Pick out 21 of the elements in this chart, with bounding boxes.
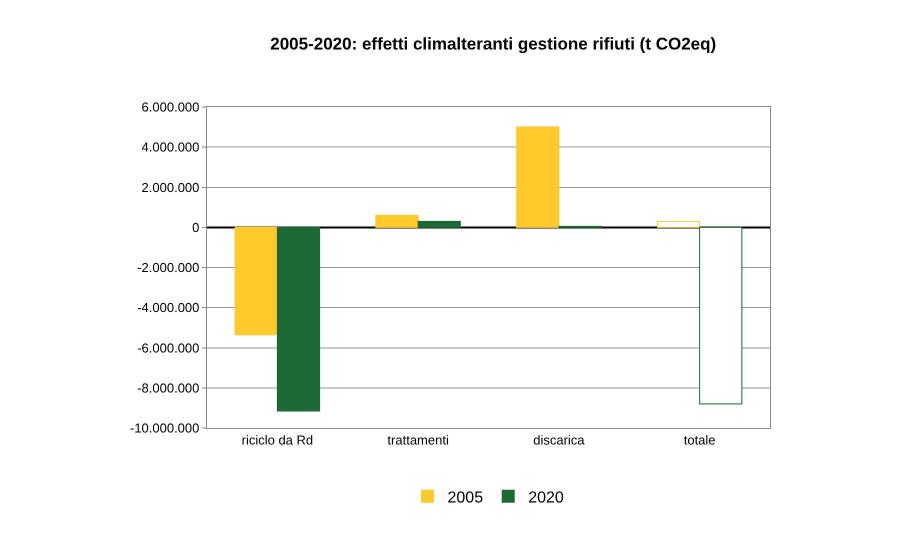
- y-tick-label: -4.000.000: [137, 300, 200, 316]
- bar: [375, 214, 419, 228]
- y-tick-label: 2.000.000: [142, 180, 200, 195]
- y-tick-label: -8.000.000: [137, 380, 200, 396]
- y-tick-label: 4.000.000: [142, 140, 200, 155]
- x-tick-label: totale: [684, 432, 716, 448]
- chart-title: 2005-2020: effetti climalteranti gestione rifiuti (t CO2eq): [270, 34, 716, 54]
- y-tick-label: -2.000.000: [137, 260, 200, 276]
- bar: [276, 226, 320, 412]
- legend-label: 2020: [528, 490, 564, 506]
- bar: [516, 126, 560, 228]
- y-tick-label: 6.000.000: [142, 100, 200, 115]
- y-tick-label: -6.000.000: [137, 340, 200, 356]
- x-tick-label: riciclo da Rd: [242, 432, 314, 448]
- x-tick-label: trattamenti: [387, 432, 449, 448]
- y-tick-label: -10.000.000: [130, 420, 200, 436]
- legend-label: 2005: [448, 490, 484, 506]
- x-tick-label: discarica: [533, 432, 586, 448]
- bar: [234, 226, 278, 336]
- y-tick-label: 0: [192, 220, 200, 235]
- bar: [418, 220, 461, 228]
